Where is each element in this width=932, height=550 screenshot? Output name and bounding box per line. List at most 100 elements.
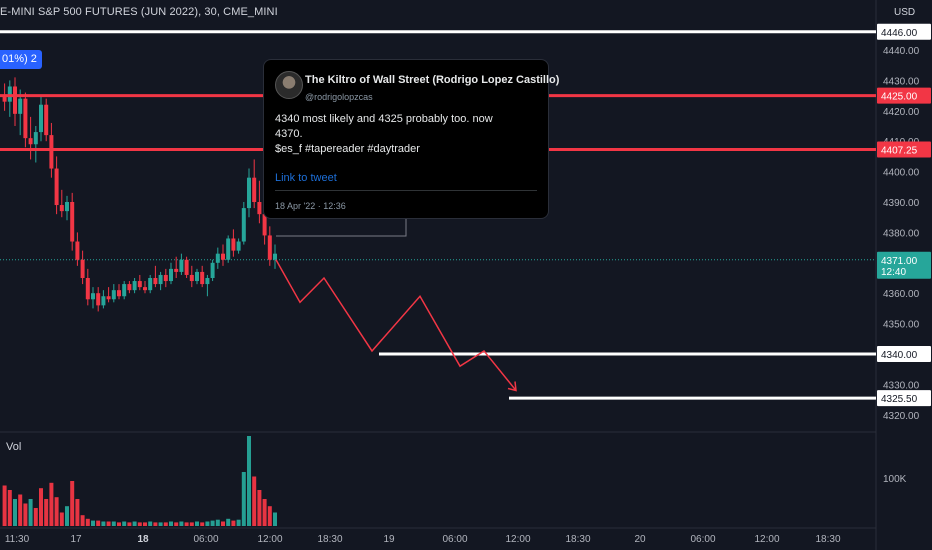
candle-body bbox=[2, 95, 7, 102]
candle bbox=[7, 80, 12, 117]
tweet-link[interactable]: Link to tweet bbox=[275, 172, 337, 184]
candle bbox=[257, 180, 262, 224]
candle bbox=[106, 287, 111, 303]
volume-bar bbox=[241, 472, 246, 526]
volume-bar bbox=[252, 476, 257, 526]
candle-body bbox=[111, 290, 116, 300]
volume-bar bbox=[262, 499, 267, 526]
tweet-divider bbox=[275, 190, 537, 191]
volume-bar bbox=[205, 521, 210, 526]
candle-body bbox=[59, 205, 64, 212]
level-price-label: 4340.00 bbox=[881, 350, 918, 361]
tweet-connector bbox=[276, 218, 407, 237]
candle-body bbox=[106, 296, 111, 300]
last-price-badge bbox=[877, 251, 931, 279]
candle-body bbox=[28, 138, 33, 145]
volume-bar bbox=[13, 499, 17, 526]
candle-body bbox=[252, 177, 257, 202]
candle-body bbox=[137, 281, 142, 288]
volume-bar bbox=[210, 520, 215, 526]
volume-bar bbox=[44, 499, 49, 526]
candle-body bbox=[267, 235, 272, 260]
candle-body bbox=[169, 268, 173, 282]
candle-body bbox=[148, 278, 153, 291]
level-price-badge bbox=[877, 87, 931, 104]
y-tick-label: 4420.00 bbox=[883, 107, 920, 118]
candle-body bbox=[153, 278, 158, 285]
volume-bar bbox=[111, 521, 116, 526]
tweet-handle: @rodrigolopzcas bbox=[305, 92, 373, 102]
candle-body bbox=[117, 290, 121, 297]
candle bbox=[132, 278, 137, 294]
volume-bar bbox=[143, 522, 147, 526]
bar-countdown-label: 12:40 bbox=[881, 267, 906, 278]
x-tick-label: 06:00 bbox=[690, 534, 715, 545]
symbol-title: E-MINI S&P 500 FUTURES (JUN 2022), 30, C… bbox=[0, 6, 278, 18]
candle-body bbox=[189, 274, 194, 282]
volume-bar bbox=[137, 522, 142, 526]
currency-label[interactable]: USD bbox=[894, 7, 916, 18]
volume-bar bbox=[189, 522, 194, 526]
volume-bar bbox=[163, 522, 168, 526]
candle-body bbox=[54, 168, 59, 206]
y-tick-label: 4400.00 bbox=[883, 168, 920, 179]
candle-body bbox=[13, 86, 17, 114]
x-axis: 11:30 17 18 06:00 12:00 18:30 19 06:00 12:00 18:3… bbox=[5, 534, 841, 545]
candle bbox=[153, 265, 158, 288]
candle-body bbox=[7, 86, 12, 102]
candle bbox=[241, 202, 246, 245]
candle-body bbox=[262, 214, 267, 236]
candle bbox=[169, 262, 173, 285]
x-tick-label: 20 bbox=[634, 534, 646, 545]
candle-body bbox=[247, 177, 251, 209]
candle-body bbox=[200, 271, 205, 285]
candle bbox=[226, 235, 231, 263]
candle-body bbox=[122, 284, 127, 297]
candle-body bbox=[75, 241, 80, 260]
level-price-label: 4425.00 bbox=[881, 92, 918, 103]
volume-bar bbox=[174, 522, 179, 526]
y-tick-label: 4320.00 bbox=[883, 411, 920, 422]
volume-bar bbox=[236, 519, 241, 526]
volume-bar bbox=[226, 518, 231, 526]
candle bbox=[23, 92, 28, 148]
candle-body bbox=[70, 202, 75, 242]
x-tick-label: 06:00 bbox=[193, 534, 218, 545]
volume-bar bbox=[80, 515, 85, 526]
level-price-label: 4325.50 bbox=[881, 394, 918, 405]
volume-bar bbox=[54, 497, 59, 526]
candle-body bbox=[231, 238, 236, 251]
candle bbox=[163, 268, 168, 288]
tweet-text: 4340 most likely and 4325 probably too. … bbox=[275, 113, 493, 155]
volume-bar bbox=[257, 490, 262, 526]
candle bbox=[33, 126, 38, 163]
candle bbox=[252, 159, 257, 209]
candle bbox=[189, 265, 194, 288]
candle bbox=[117, 284, 121, 300]
volume-bar bbox=[2, 485, 7, 526]
candle-body bbox=[210, 262, 215, 278]
candle bbox=[44, 98, 49, 142]
volume-bar bbox=[85, 518, 90, 526]
candle bbox=[75, 232, 80, 266]
candle-body bbox=[39, 104, 43, 133]
candle bbox=[174, 256, 179, 278]
x-tick-label: 11:30 bbox=[5, 534, 30, 545]
x-tick-label: 06:00 bbox=[442, 534, 467, 545]
candle-body bbox=[241, 208, 246, 242]
x-tick-label: 12:00 bbox=[505, 534, 530, 545]
candle-body bbox=[195, 271, 199, 282]
candle bbox=[101, 290, 106, 309]
y-tick-label: 4380.00 bbox=[883, 228, 920, 239]
volume-bar bbox=[169, 521, 173, 526]
last-price-label: 4371.00 bbox=[881, 256, 918, 267]
volume-bar bbox=[106, 521, 111, 526]
volume-bar bbox=[122, 521, 127, 526]
volume-bar bbox=[23, 503, 28, 526]
candle bbox=[247, 168, 251, 218]
candle bbox=[127, 281, 132, 294]
candle bbox=[143, 281, 147, 294]
candle bbox=[215, 247, 220, 269]
volume-bar bbox=[49, 482, 54, 526]
candle bbox=[267, 226, 272, 266]
